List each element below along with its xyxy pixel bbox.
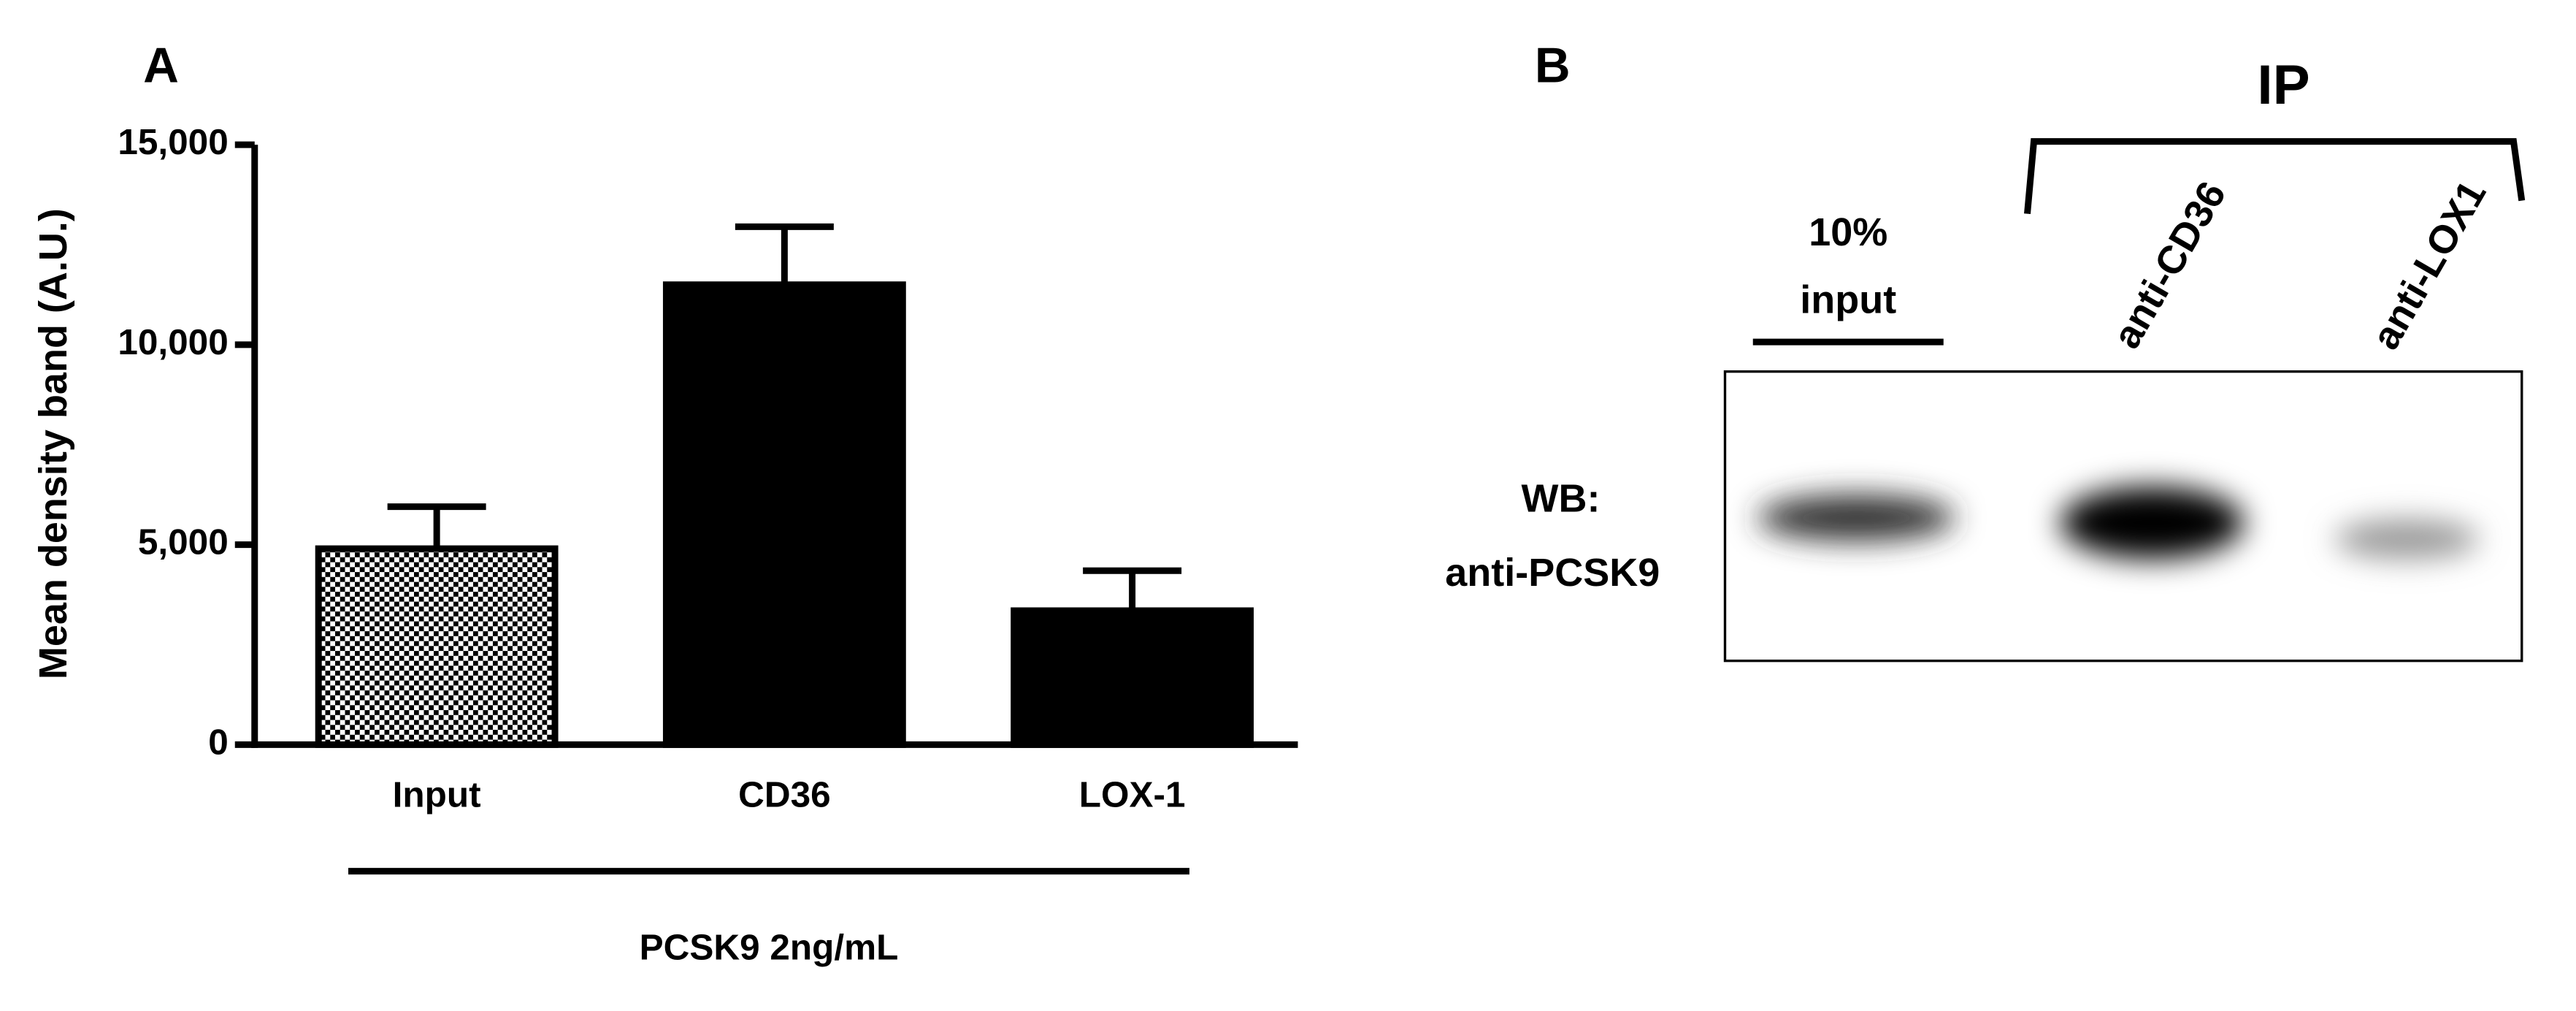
- ip-label: IP: [2257, 54, 2309, 116]
- bar: [315, 545, 559, 748]
- input-label: 10%: [1809, 210, 1887, 254]
- panel-label: A: [143, 38, 179, 93]
- x-tick-label: CD36: [738, 774, 831, 814]
- bar: [1011, 607, 1254, 748]
- row-label: WB:: [1522, 477, 1601, 521]
- y-tick-label: 5,000: [138, 522, 229, 562]
- bracket: [2024, 138, 2526, 215]
- y-tick-label: 0: [208, 722, 229, 762]
- band: [1757, 495, 1955, 541]
- blot-bands: [1757, 487, 2480, 560]
- y-tick-label: 15,000: [118, 122, 228, 162]
- y-axis-label: Mean density band (A.U.): [31, 208, 75, 679]
- group-label: PCSK9 2ng/mL: [640, 928, 899, 968]
- band: [2060, 487, 2245, 560]
- band: [2334, 519, 2480, 560]
- bar: [662, 281, 906, 748]
- lane-label: anti-CD36: [2104, 175, 2234, 356]
- y-tick-label: 10,000: [118, 322, 228, 362]
- lane-label: anti-LOX1: [2364, 173, 2494, 356]
- x-tick-label: LOX-1: [1079, 774, 1186, 814]
- panel-label: B: [1535, 38, 1571, 93]
- input-label: input: [1800, 278, 1896, 321]
- row-label: anti-PCSK9: [1445, 551, 1660, 595]
- x-tick-label: Input: [393, 774, 481, 814]
